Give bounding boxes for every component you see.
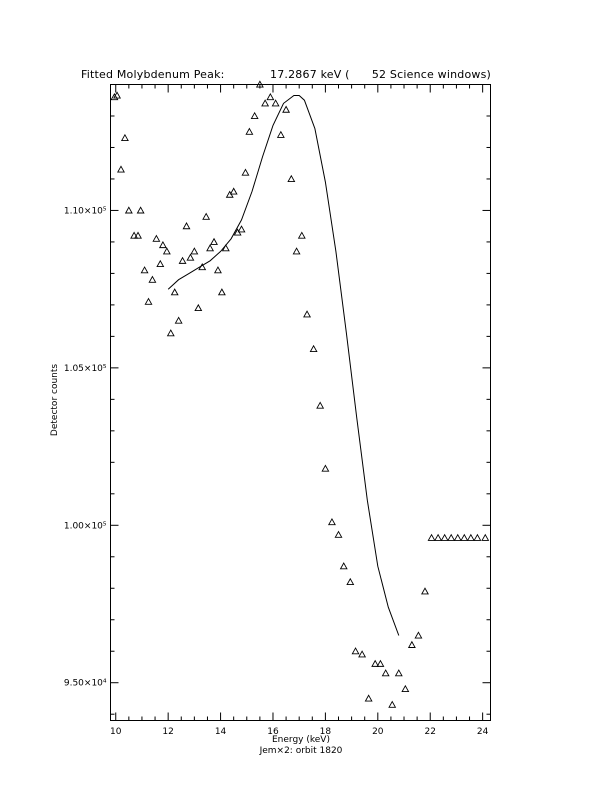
data-point [358, 650, 367, 658]
data-point [309, 344, 318, 352]
data-point [287, 174, 296, 182]
data-point [117, 165, 125, 173]
x-tick-label: 12 [162, 727, 173, 737]
data-point [152, 234, 161, 242]
data-point [166, 329, 175, 337]
plot-frame [110, 84, 491, 721]
data-point [414, 631, 423, 639]
data-point [136, 206, 145, 214]
data-point [194, 303, 203, 312]
x-tick-label: 10 [110, 727, 122, 737]
data-point [327, 518, 336, 526]
data-point [134, 231, 142, 239]
chart-title-right: 17.2867 keV ( 52 Science windows) [270, 68, 492, 81]
data-point [371, 659, 380, 667]
data-point [202, 212, 211, 220]
data-point [453, 533, 462, 541]
x-tick-label: 18 [320, 727, 332, 737]
data-point [266, 92, 275, 101]
data-point [221, 244, 230, 252]
fit-curve [167, 95, 400, 636]
data-point [481, 533, 490, 541]
data-point [364, 694, 373, 702]
data-point [401, 684, 410, 693]
data-point [292, 247, 301, 255]
data-point [241, 168, 250, 176]
x-tick-label: 24 [477, 727, 489, 737]
y-axis: 9.50×10⁴ 1.00×10⁵ 1.05×10⁵ 1.10×10⁵ [64, 84, 491, 715]
data-point [170, 288, 179, 296]
x-tick-label: 20 [372, 727, 384, 737]
data-point [120, 133, 129, 142]
data-point [148, 275, 157, 283]
y-tick-label: 1.10×10⁵ [64, 206, 107, 216]
data-point [282, 105, 291, 113]
y-tick-label: 1.00×10⁵ [64, 521, 107, 531]
data-point [113, 91, 122, 99]
data-point [174, 316, 183, 324]
data-point [276, 130, 285, 138]
data-point [407, 640, 416, 648]
data-point [321, 464, 330, 472]
data-point [421, 587, 429, 595]
x-axis-label: Energy (keV) [272, 735, 330, 745]
data-point [158, 240, 167, 249]
chart-title-left: Fitted Molybdenum Peak: [81, 68, 225, 81]
data-point [144, 297, 153, 305]
data-point [190, 247, 199, 255]
data-point [245, 127, 254, 135]
data-point [460, 533, 469, 541]
data-point [334, 530, 343, 538]
x-tick-label: 16 [267, 727, 279, 737]
data-point [427, 533, 436, 541]
data-points [110, 80, 490, 708]
data-point [447, 533, 456, 541]
data-point [303, 310, 312, 318]
data-point [186, 253, 195, 261]
data-point [213, 266, 222, 274]
data-point [124, 206, 133, 214]
data-point [473, 533, 482, 541]
data-point [255, 80, 264, 88]
data-point [271, 99, 280, 107]
data-point [297, 231, 306, 239]
y-tick-label: 1.05×10⁵ [64, 364, 107, 374]
data-point [346, 577, 355, 585]
x-tick-label: 22 [424, 727, 435, 737]
data-point [381, 669, 390, 677]
data-point [339, 562, 348, 570]
data-point [440, 533, 449, 541]
data-point [351, 647, 360, 655]
data-point [237, 225, 246, 233]
data-point [376, 659, 385, 667]
data-point [130, 231, 139, 239]
x-tick-label: 14 [215, 727, 227, 737]
data-point [434, 533, 443, 541]
data-point [182, 222, 191, 230]
data-point [250, 111, 259, 119]
data-point [388, 700, 397, 708]
data-point [466, 533, 475, 541]
x-axis: 10 12 14 16 18 20 22 24 [110, 84, 489, 737]
data-point [217, 288, 226, 296]
data-point [261, 99, 270, 107]
data-point [110, 92, 119, 101]
data-point [210, 237, 218, 245]
data-point [156, 259, 165, 267]
y-axis-label: Detector counts [50, 364, 60, 436]
data-point [162, 247, 171, 255]
plot-subtitle: Jem×2: orbit 1820 [259, 746, 343, 756]
data-point [178, 256, 187, 264]
data-point [206, 244, 215, 252]
data-point [316, 401, 325, 409]
y-tick-label: 9.50×10⁴ [64, 679, 107, 689]
data-point [140, 266, 149, 274]
data-point [229, 187, 238, 195]
data-point [394, 669, 403, 677]
